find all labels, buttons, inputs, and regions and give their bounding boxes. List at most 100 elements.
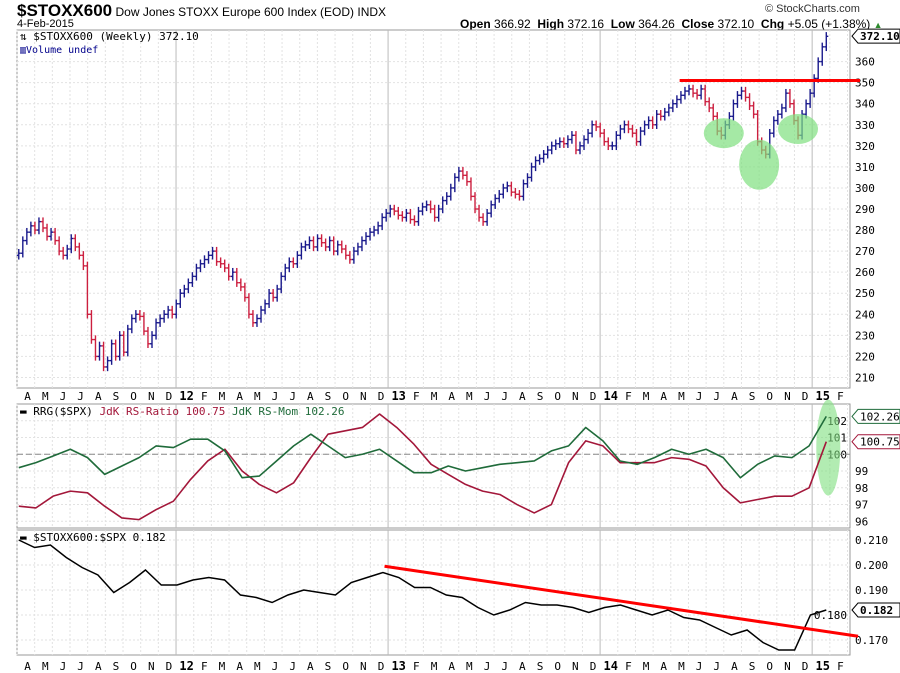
price-bar [355,242,360,256]
rrg-tick-label: 98 [855,482,868,495]
ratio-last-tag: 0.182 [851,602,900,618]
price-last-tag: 372.10 [851,28,900,44]
price-tick-label: 280 [855,224,875,237]
price-bar [557,137,562,148]
x-axis-label: A [731,660,738,673]
x-axis-label: M [42,390,49,403]
price-bar [590,120,595,138]
price-bar [299,242,304,260]
x-axis-label: D [802,390,809,403]
price-bar [279,272,284,294]
price-bar [618,124,623,140]
price-bar [533,156,538,172]
x-axis-label: J [713,390,720,403]
rrg-legend: ▬ RRG($SPX) JdK RS-Ratio 100.75 JdK RS-M… [20,405,345,418]
price-bar [412,215,417,226]
price-tick-label: 330 [855,119,875,132]
x-axis-label: J [501,390,508,403]
price-bar [57,236,62,256]
price-bar [549,141,554,155]
open-value: 366.92 [494,17,531,31]
price-bar [250,310,255,327]
x-axis-label: A [307,390,314,403]
price-bar [489,200,494,218]
x-axis-label: O [766,660,773,673]
close-value: 372.10 [717,17,755,31]
price-bar [234,267,239,287]
x-axis-label: O [342,390,349,403]
price-bar [73,234,78,252]
x-axis-label: J [60,660,67,673]
ratio-last-tag-box [851,602,900,618]
price-bar [226,263,231,281]
price-bar [170,305,175,319]
price-bar [670,99,675,113]
price-bar [743,86,748,102]
price-bar [246,293,251,319]
price-bar [392,204,397,216]
price-bar [230,267,235,281]
x-axis-label: N [572,660,579,673]
highlight-ellipse [739,139,780,190]
price-bar [291,257,296,268]
chart-date: 4-Feb-2015 [17,18,74,30]
x-axis-label: A [519,660,526,673]
price-bar [339,240,344,254]
price-last-tag-text: 372.10 [860,30,900,43]
price-bar [158,314,163,327]
x-axis-label: D [166,390,173,403]
close-label: Close [681,17,715,31]
x-axis-label: A [24,660,31,673]
low-value: 364.26 [638,17,675,31]
price-bar [380,213,385,231]
price-bar [436,204,441,222]
price-bar [610,141,615,151]
price-bar [553,139,558,151]
price-bar [775,110,780,125]
price-bar [137,310,142,321]
rrg-legend-part: JdK RS-Ratio 100.75 [99,405,231,418]
chg-value: +5.05 (+1.38%) [787,17,871,31]
price-bar [816,57,821,83]
price-bar [125,324,130,357]
price-bar [61,246,66,260]
price-bar [259,305,264,323]
rrg-series-0 [18,413,828,521]
x-axis-label: M [219,660,226,673]
x-axis-label: J [289,660,296,673]
price-bar [464,171,469,186]
x-axis-label: N [784,660,791,673]
ratio-tick-label: 0.180 [814,609,847,622]
x-axis-label: A [95,390,102,403]
price-bar [174,299,179,319]
x-axis-label: N [148,390,155,403]
price-bar [97,341,102,361]
high-label: High [537,17,565,31]
open-label: Open [460,17,491,31]
price-bar [16,249,21,260]
price-bar [468,177,473,201]
price-bar [133,310,138,323]
price-bar [121,331,126,357]
ratio-trendline [384,564,859,638]
price-bar [586,128,591,144]
x-axis-label: A [731,390,738,403]
exchange: INDX [357,5,387,19]
price-bar [561,137,566,148]
price-bar [808,88,813,108]
price-bar [517,190,522,201]
price-bar [626,120,631,134]
ohlc-summary: Open 366.92 High 372.16 Low 364.26 Close… [460,17,883,31]
price-bar [731,99,736,121]
x-axis-label: S [537,390,544,403]
up-arrow-icon: ▲ [873,20,883,30]
price-bar [238,278,243,292]
price-tick-label: 350 [855,77,875,90]
x-axis-label: 13 [391,389,405,403]
price-bar [674,95,679,108]
x-axis-label: 12 [179,659,193,673]
price-bar [141,312,146,336]
price-tick-label: 250 [855,287,875,300]
x-axis-label: F [625,660,632,673]
